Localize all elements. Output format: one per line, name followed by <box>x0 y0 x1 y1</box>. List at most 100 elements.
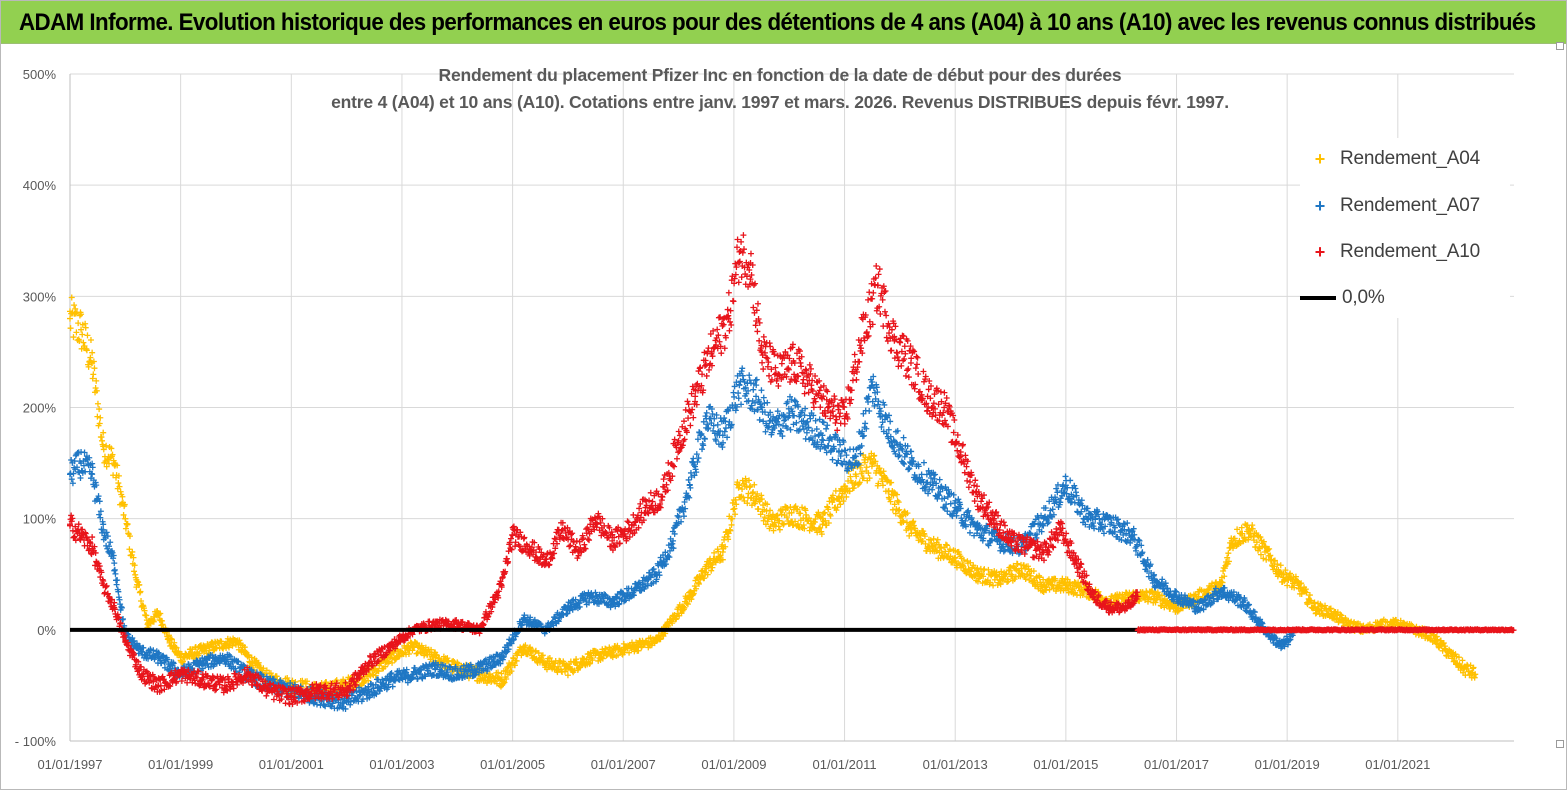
point-a04 <box>100 429 107 436</box>
point-a07 <box>820 419 827 426</box>
point-a04 <box>934 536 941 543</box>
point-a04 <box>797 510 804 517</box>
point-a04 <box>626 649 633 656</box>
point-a07 <box>650 566 657 573</box>
point-a07 <box>703 409 710 416</box>
point-a07 <box>791 397 798 404</box>
point-a04 <box>121 501 128 508</box>
resize-handle-top-right[interactable] <box>1556 42 1564 50</box>
point-a04 <box>389 659 396 666</box>
point-a07 <box>764 399 771 406</box>
point-a04 <box>284 674 291 681</box>
point-a04 <box>87 336 94 343</box>
point-a04 <box>885 487 892 494</box>
point-a04 <box>546 654 553 661</box>
point-a04 <box>106 460 113 467</box>
point-a04 <box>382 663 389 670</box>
point-a04 <box>79 331 86 338</box>
point-a04 <box>535 650 542 657</box>
point-a07 <box>842 447 849 454</box>
x-tick-label: 01/01/2005 <box>480 757 545 772</box>
point-a04 <box>508 668 515 675</box>
point-a04 <box>503 676 510 683</box>
point-a04 <box>70 334 77 341</box>
point-a04 <box>87 354 94 361</box>
point-a04 <box>119 493 126 500</box>
point-a07 <box>887 418 894 425</box>
point-a04 <box>82 324 89 331</box>
point-a07 <box>812 417 819 424</box>
point-a07 <box>69 480 76 487</box>
point-a04 <box>513 657 520 664</box>
point-a04 <box>894 497 901 504</box>
point-a07 <box>735 395 742 402</box>
point-a04 <box>767 507 774 514</box>
point-a04 <box>78 311 85 318</box>
point-a04 <box>115 480 122 487</box>
point-a07 <box>714 421 721 428</box>
point-a07 <box>753 376 760 383</box>
point-a04 <box>669 620 676 627</box>
point-a07 <box>824 422 831 429</box>
point-a04 <box>587 660 594 667</box>
point-a04 <box>84 332 91 339</box>
point-a07 <box>862 420 869 427</box>
point-a04 <box>138 597 145 604</box>
point-a04 <box>97 414 104 421</box>
point-a04 <box>129 548 136 555</box>
point-a07 <box>77 474 84 481</box>
point-a10 <box>79 526 86 533</box>
point-a04 <box>263 667 270 674</box>
point-a07 <box>829 456 836 463</box>
point-a04 <box>83 347 90 354</box>
point-a04 <box>729 499 736 506</box>
point-a04 <box>778 511 785 518</box>
x-tick-label: 01/01/2019 <box>1255 757 1320 772</box>
point-a04 <box>137 588 144 595</box>
point-a04 <box>896 506 903 513</box>
point-a07 <box>111 560 118 567</box>
x-tick-label: 01/01/2009 <box>701 757 766 772</box>
point-a07 <box>107 539 114 546</box>
y-tick-label: 500% <box>23 67 57 82</box>
point-a07 <box>750 386 757 393</box>
resize-handle-bottom-right[interactable] <box>1556 740 1564 748</box>
point-a04 <box>109 451 116 458</box>
point-a07 <box>906 465 913 472</box>
point-a07 <box>731 393 738 400</box>
point-a04 <box>124 521 131 528</box>
point-a04 <box>711 549 718 556</box>
point-a07 <box>756 416 763 423</box>
point-a07 <box>823 425 830 432</box>
point-a04 <box>450 658 457 665</box>
point-a04 <box>76 338 83 345</box>
point-a04 <box>747 483 754 490</box>
point-a04 <box>91 365 98 372</box>
point-a04 <box>776 526 783 533</box>
x-tick-label: 01/01/1999 <box>148 757 213 772</box>
point-a04 <box>103 463 110 470</box>
point-a04 <box>67 325 74 332</box>
point-a07 <box>699 446 706 453</box>
point-a04 <box>126 533 133 540</box>
point-a07 <box>936 476 943 483</box>
point-a04 <box>108 445 115 452</box>
point-a04 <box>94 400 101 407</box>
y-tick-label: 200% <box>23 401 57 416</box>
point-a07 <box>1067 477 1074 484</box>
point-a04 <box>89 349 96 356</box>
point-a04 <box>564 672 571 679</box>
point-a04 <box>226 642 233 649</box>
banner-title: ADAM Informe. Evolution historique des p… <box>19 9 1536 36</box>
point-a04 <box>837 501 844 508</box>
point-a07 <box>929 486 936 493</box>
point-a04 <box>115 472 122 479</box>
y-tick-label: - 100% <box>15 734 57 749</box>
point-a04 <box>131 562 138 569</box>
point-a07 <box>758 387 765 394</box>
point-a07 <box>1084 505 1091 512</box>
point-a04 <box>94 413 101 420</box>
point-a04 <box>116 483 123 490</box>
point-a04 <box>126 546 133 553</box>
